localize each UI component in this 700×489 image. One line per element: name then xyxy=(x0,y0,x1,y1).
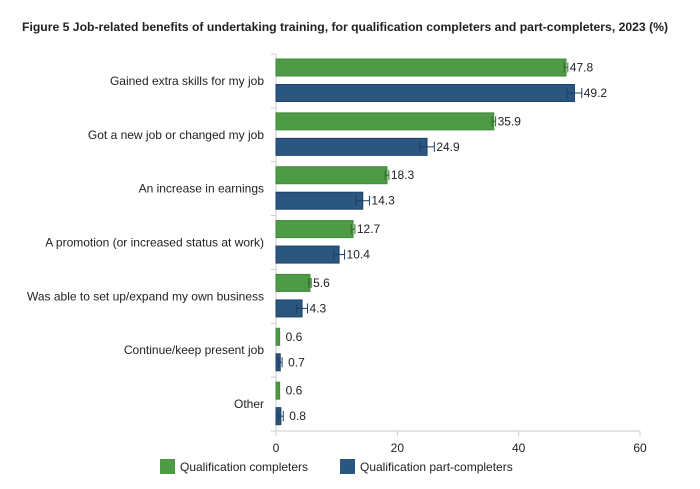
bar-completers xyxy=(275,166,388,185)
bar-completers xyxy=(275,381,281,400)
data-label: 47.8 xyxy=(570,61,594,75)
data-label: 24.9 xyxy=(436,140,460,154)
bar-part-completers xyxy=(275,191,364,210)
bar-completers xyxy=(275,220,354,239)
data-label: 14.3 xyxy=(371,194,395,208)
category-label: An increase in earnings xyxy=(139,182,264,196)
data-label: 10.4 xyxy=(347,248,371,262)
data-label: 0.7 xyxy=(288,355,305,369)
category-label: A promotion (or increased status at work… xyxy=(45,236,264,250)
data-label: 49.2 xyxy=(584,86,608,100)
x-tick-label: 40 xyxy=(512,441,526,455)
category-label: Got a new job or changed my job xyxy=(88,128,264,142)
data-label: 0.6 xyxy=(286,330,303,344)
legend-label: Qualification completers xyxy=(180,460,308,474)
legend-swatch xyxy=(160,459,175,474)
x-tick-label: 0 xyxy=(273,441,280,455)
category-label: Gained extra skills for my job xyxy=(110,74,264,88)
bar-completers xyxy=(275,112,495,131)
data-label: 35.9 xyxy=(498,114,522,128)
data-label: 18.3 xyxy=(391,168,415,182)
data-label: 4.3 xyxy=(310,301,327,315)
bar-part-completers xyxy=(275,245,340,264)
bar-completers xyxy=(275,58,567,77)
x-tick-label: 20 xyxy=(391,441,405,455)
category-label: Other xyxy=(234,397,264,411)
legend-swatch xyxy=(340,459,355,474)
data-label: 0.8 xyxy=(289,409,306,423)
bar-completers xyxy=(275,273,311,292)
bar-part-completers xyxy=(275,137,428,156)
legend-label: Qualification part-completers xyxy=(360,460,513,474)
data-label: 12.7 xyxy=(357,222,381,236)
data-label: 5.6 xyxy=(313,276,330,290)
chart-title: Figure 5 Job-related benefits of underta… xyxy=(22,20,669,34)
category-label: Was able to set up/expand my own busines… xyxy=(27,289,264,303)
data-label: 0.6 xyxy=(286,384,303,398)
category-label: Continue/keep present job xyxy=(124,343,264,357)
bar-completers xyxy=(275,327,281,346)
x-tick-label: 60 xyxy=(633,441,647,455)
bar-part-completers xyxy=(275,84,575,102)
